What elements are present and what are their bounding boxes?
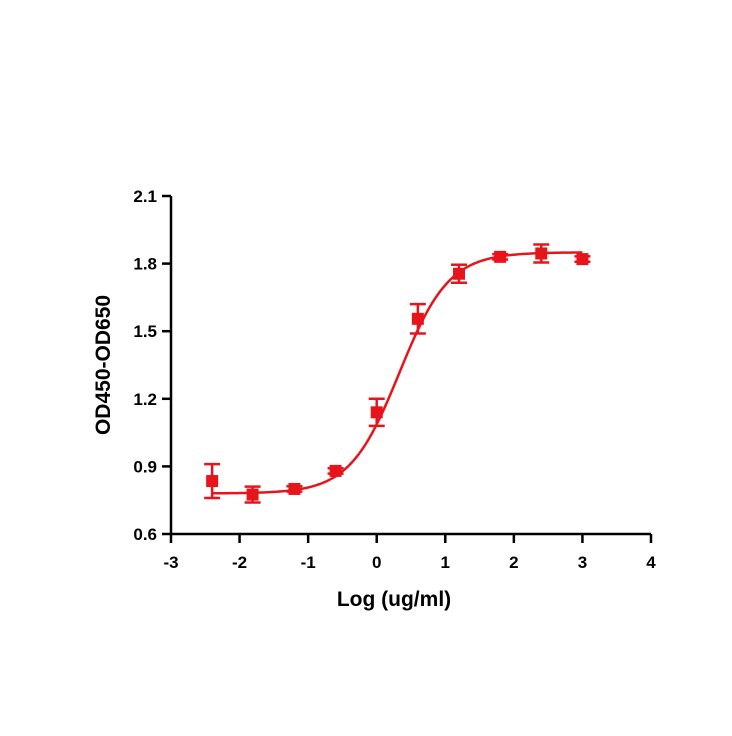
y-tick-label: 0.9 — [133, 457, 157, 476]
data-point — [535, 247, 548, 260]
fit-curve — [212, 251, 583, 495]
data-point — [246, 488, 259, 501]
points-layer — [204, 243, 591, 504]
y-tick-label: 1.2 — [133, 390, 157, 409]
data-point — [206, 475, 219, 488]
y-tick-label: 1.5 — [133, 322, 157, 341]
y-tick-label: 2.1 — [133, 187, 157, 206]
y-tick-label: 1.8 — [133, 255, 157, 274]
y-tick-label: 0.6 — [133, 525, 157, 544]
x-tick-label: 0 — [372, 553, 381, 572]
data-point — [288, 482, 301, 495]
x-tick-label: 1 — [441, 553, 450, 572]
data-point — [411, 312, 424, 325]
fit-layer — [212, 251, 583, 495]
x-tick-label: 4 — [646, 553, 656, 572]
x-tick-label: -3 — [163, 553, 178, 572]
data-point — [453, 267, 465, 280]
data-point — [370, 406, 383, 419]
x-axis-title: Log (ug/ml) — [337, 588, 451, 611]
x-tick-label: -2 — [232, 553, 247, 572]
x-tick-label: 2 — [509, 553, 518, 572]
axes: -3 -2 -1 0 1 2 3 4 0.6 0.9 1.2 1.5 1.8 2.1 — [133, 187, 656, 572]
data-point — [576, 253, 589, 266]
data-point — [329, 464, 342, 477]
x-tick-label: -1 — [301, 553, 316, 572]
data-point — [494, 250, 507, 263]
y-axis-title: OD450-OD650 — [92, 295, 115, 435]
x-tick-label: 3 — [578, 553, 587, 572]
